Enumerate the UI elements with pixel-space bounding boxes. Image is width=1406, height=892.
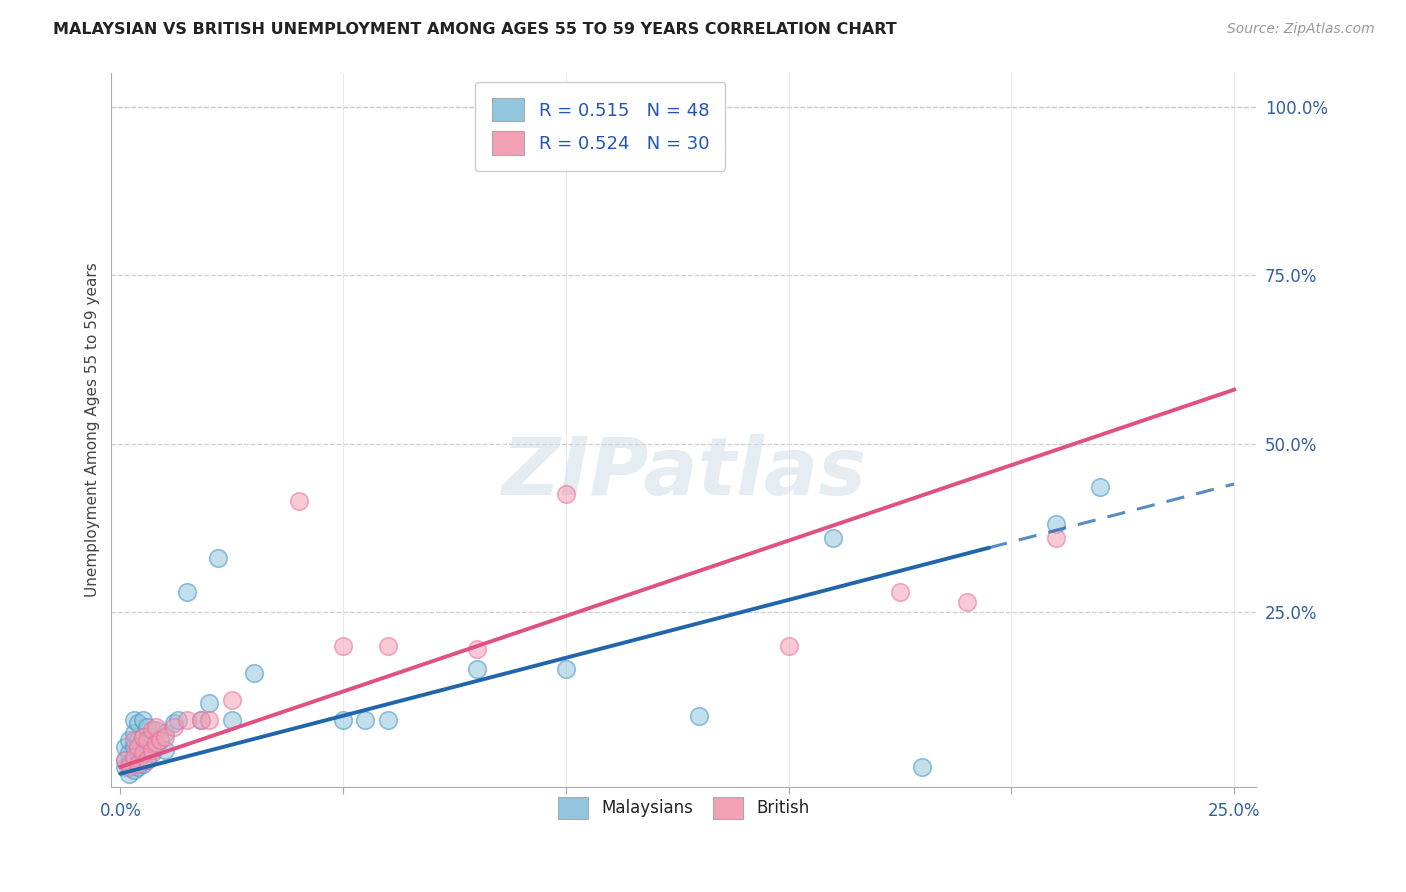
- Point: [131, 756, 153, 771]
- Point: [689, 709, 711, 723]
- Point: [127, 716, 149, 731]
- Text: MALAYSIAN VS BRITISH UNEMPLOYMENT AMONG AGES 55 TO 59 YEARS CORRELATION CHART: MALAYSIAN VS BRITISH UNEMPLOYMENT AMONG …: [53, 22, 897, 37]
- Point: [131, 730, 153, 744]
- Point: [122, 753, 145, 767]
- Point: [163, 719, 186, 733]
- Point: [198, 696, 221, 710]
- Point: [243, 665, 266, 680]
- Point: [141, 723, 163, 737]
- Point: [176, 713, 198, 727]
- Point: [136, 753, 159, 767]
- Point: [114, 739, 136, 754]
- Point: [145, 736, 167, 750]
- Point: [153, 730, 176, 744]
- Point: [127, 760, 149, 774]
- Point: [136, 736, 159, 750]
- Point: [118, 733, 141, 747]
- Point: [465, 642, 488, 657]
- Point: [554, 662, 576, 676]
- Point: [377, 713, 399, 727]
- Point: [956, 595, 979, 609]
- Point: [141, 747, 163, 761]
- Point: [118, 760, 141, 774]
- Point: [1090, 480, 1112, 494]
- Point: [114, 760, 136, 774]
- Point: [465, 662, 488, 676]
- Point: [122, 713, 145, 727]
- Point: [221, 713, 243, 727]
- Point: [911, 760, 934, 774]
- Point: [778, 639, 800, 653]
- Point: [176, 584, 198, 599]
- Point: [127, 747, 149, 761]
- Point: [198, 713, 221, 727]
- Point: [145, 719, 167, 733]
- Point: [122, 733, 145, 747]
- Point: [167, 713, 190, 727]
- Point: [127, 733, 149, 747]
- Point: [287, 493, 309, 508]
- Point: [163, 716, 186, 731]
- Point: [149, 733, 172, 747]
- Point: [131, 730, 153, 744]
- Point: [118, 747, 141, 761]
- Point: [131, 747, 153, 761]
- Point: [153, 743, 176, 757]
- Point: [122, 749, 145, 764]
- Point: [131, 743, 153, 757]
- Point: [190, 713, 212, 727]
- Point: [145, 723, 167, 737]
- Point: [332, 713, 354, 727]
- Point: [122, 739, 145, 754]
- Point: [207, 551, 229, 566]
- Point: [127, 756, 149, 771]
- Point: [554, 487, 576, 501]
- Legend: Malaysians, British: Malaysians, British: [551, 790, 817, 825]
- Point: [1045, 517, 1067, 532]
- Point: [354, 713, 377, 727]
- Point: [136, 719, 159, 733]
- Point: [127, 739, 149, 754]
- Point: [377, 639, 399, 653]
- Point: [118, 756, 141, 771]
- Point: [1045, 531, 1067, 545]
- Point: [153, 726, 176, 740]
- Point: [131, 713, 153, 727]
- Text: Source: ZipAtlas.com: Source: ZipAtlas.com: [1227, 22, 1375, 37]
- Y-axis label: Unemployment Among Ages 55 to 59 years: Unemployment Among Ages 55 to 59 years: [86, 263, 100, 598]
- Point: [141, 743, 163, 757]
- Point: [136, 733, 159, 747]
- Point: [114, 753, 136, 767]
- Point: [114, 753, 136, 767]
- Point: [889, 584, 911, 599]
- Point: [136, 753, 159, 767]
- Point: [221, 692, 243, 706]
- Text: ZIPatlas: ZIPatlas: [502, 434, 866, 512]
- Point: [122, 726, 145, 740]
- Point: [118, 766, 141, 780]
- Point: [149, 733, 172, 747]
- Point: [332, 639, 354, 653]
- Point: [122, 764, 145, 778]
- Point: [145, 739, 167, 754]
- Point: [190, 713, 212, 727]
- Point: [141, 730, 163, 744]
- Point: [823, 531, 845, 545]
